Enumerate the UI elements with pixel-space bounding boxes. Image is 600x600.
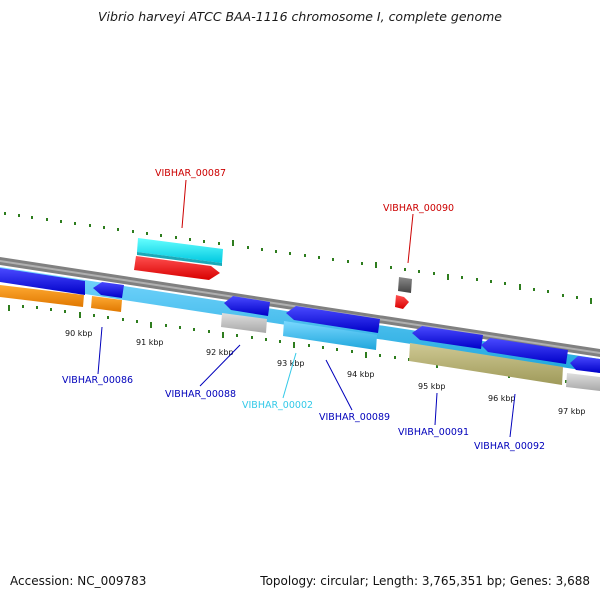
gene-labels: VIBHAR_00087 VIBHAR_00090 VIBHAR_00086 V…: [62, 168, 545, 452]
kbp-label: 94 kbp: [347, 370, 375, 379]
gene-blue-vibhar-00086[interactable]: [93, 282, 124, 298]
kbp-label: 97 kbp: [558, 407, 586, 416]
length-label: Length:: [372, 574, 419, 588]
gene-leader-lines: [97, 179, 516, 438]
gene-red-vibhar-00090[interactable]: [395, 295, 409, 309]
gene-label-vibhar-00088[interactable]: VIBHAR_00088: [165, 389, 236, 400]
gene-red-vibhar-00087[interactable]: [134, 256, 220, 280]
kbp-label: 93 kbp: [277, 359, 305, 368]
gene-lightblue-vibhar-00002[interactable]: [283, 321, 377, 350]
gene-orange-left[interactable]: [0, 285, 84, 307]
kbp-label: 95 kbp: [418, 382, 446, 391]
gene-gray-vibhar-00088[interactable]: [221, 313, 267, 333]
kbp-label: 92 kbp: [206, 348, 234, 357]
length-value: 3,765,351 bp: [421, 574, 502, 588]
map-title: Vibrio harveyi ATCC BAA-1116 chromosome …: [98, 9, 502, 24]
accession-info: Accession: NC_009783: [10, 574, 146, 588]
gene-darkgray-vibhar-00090[interactable]: [398, 277, 412, 293]
reverse-strand: [0, 267, 600, 391]
genome-stats: Topology: circular; Length: 3,765,351 bp…: [260, 574, 590, 588]
gene-label-vibhar-00090[interactable]: VIBHAR_00090: [383, 203, 454, 214]
gene-label-vibhar-00002[interactable]: VIBHAR_00002: [242, 400, 313, 411]
gene-orange-vibhar-00086[interactable]: [91, 296, 122, 312]
kbp-label: 96 kbp: [488, 394, 516, 403]
forward-strand: [134, 238, 412, 309]
kbp-label: 90 kbp: [65, 329, 93, 338]
gene-label-vibhar-00092[interactable]: VIBHAR_00092: [474, 441, 545, 452]
gene-blue-vibhar-00088[interactable]: [224, 296, 270, 316]
kbp-scale: 90 kbp 91 kbp 92 kbp 93 kbp 94 kbp 95 kb…: [65, 329, 586, 416]
gene-gray-right[interactable]: [566, 373, 600, 391]
gene-blue-vibhar-00089[interactable]: [286, 306, 380, 333]
gene-olive-vibhar-00091-lower[interactable]: [409, 343, 563, 385]
accession-label: Accession:: [10, 574, 74, 588]
gene-blue-vibhar-00086-left[interactable]: [0, 268, 85, 295]
gene-blue-right[interactable]: [570, 356, 600, 373]
topology-value: circular: [320, 574, 365, 588]
kbp-label: 91 kbp: [136, 338, 164, 347]
genes-value: 3,688: [555, 574, 590, 588]
gene-label-vibhar-00087[interactable]: VIBHAR_00087: [155, 168, 226, 179]
gene-label-vibhar-00091[interactable]: VIBHAR_00091: [398, 427, 469, 438]
topology-label: Topology:: [260, 574, 317, 588]
gene-blue-vibhar-00091[interactable]: [412, 326, 483, 349]
gene-blue-vibhar-00092[interactable]: [481, 338, 568, 364]
gene-label-vibhar-00089[interactable]: VIBHAR_00089: [319, 412, 390, 423]
gene-cyan-vibhar-00087-upper[interactable]: [137, 238, 223, 263]
accession-value: NC_009783: [77, 574, 147, 588]
genes-label: Genes:: [509, 574, 552, 588]
gene-label-vibhar-00086[interactable]: VIBHAR_00086: [62, 375, 133, 386]
outer-tick-row: [4, 212, 592, 304]
